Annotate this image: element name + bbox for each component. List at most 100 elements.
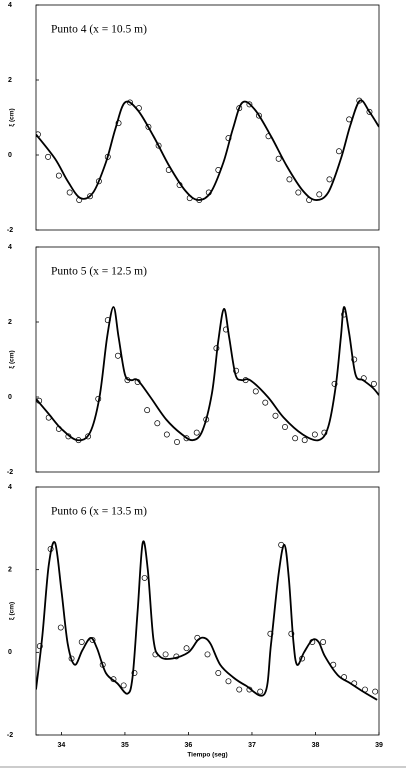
measured-point	[341, 311, 348, 318]
plot-frame	[35, 246, 380, 473]
y-tick-label: 0	[8, 152, 12, 159]
measured-point	[309, 639, 316, 645]
y-tick-label: 2	[8, 77, 12, 84]
measured-point	[299, 655, 306, 662]
plot-area	[36, 306, 379, 445]
measured-point	[288, 630, 295, 637]
y-tick-label: 4	[8, 2, 12, 9]
measured-point	[225, 135, 232, 142]
measured-point	[316, 191, 323, 198]
measured-point	[45, 414, 52, 421]
measured-point	[68, 655, 75, 662]
y-tick-label: -2	[7, 227, 13, 234]
measured-point	[176, 182, 183, 188]
panel: -2 0 2 4 Punto 5 (x = 12.5 m) ξ (cm)	[7, 244, 380, 476]
measured-point	[252, 388, 259, 395]
y-axis-label: ξ (cm)	[9, 350, 16, 368]
measured-point	[196, 197, 203, 203]
measured-point	[174, 439, 180, 445]
measured-point	[193, 429, 200, 436]
measured-point	[336, 148, 342, 155]
measured-point	[275, 155, 282, 162]
measured-point	[89, 636, 96, 643]
measured-point	[306, 197, 313, 203]
measured-point	[236, 686, 243, 693]
measured-point	[65, 433, 72, 440]
x-tick-label: 39	[375, 742, 383, 749]
x-tick-label: 37	[248, 742, 256, 749]
y-tick-label: 2	[8, 567, 12, 574]
measured-point	[110, 676, 117, 683]
measured-point	[213, 345, 220, 352]
measured-point	[372, 688, 379, 695]
measured-point	[321, 429, 328, 436]
measured-point	[183, 645, 190, 652]
measured-point	[95, 395, 102, 402]
measured-point	[45, 153, 52, 160]
measured-point	[87, 193, 93, 200]
y-tick-label: 0	[8, 394, 12, 401]
y-tick-label: 0	[8, 649, 12, 656]
measured-point	[173, 653, 180, 660]
measured-point	[246, 686, 253, 693]
measured-point	[186, 195, 193, 202]
measured-point	[204, 651, 211, 658]
measured-point	[225, 678, 232, 685]
measured-point	[311, 431, 318, 438]
measured-point	[320, 639, 327, 645]
measured-point	[165, 167, 172, 173]
y-tick-label: -2	[7, 732, 13, 739]
measured-point	[222, 326, 229, 333]
measured-point	[36, 397, 43, 404]
measured-point	[205, 189, 212, 196]
measured-point	[120, 682, 127, 689]
measured-point	[135, 105, 142, 112]
measured-point	[114, 352, 121, 359]
measured-point	[154, 420, 161, 427]
measured-point	[265, 133, 272, 140]
plot-area	[36, 540, 379, 701]
measured-point	[145, 123, 152, 130]
measured-point	[36, 643, 43, 650]
panel: -2 0 2 4 34 35 36 37 38 39 Punto 6 (x = 13.5 m) ξ (…	[7, 484, 383, 759]
x-tick-label: 34	[58, 742, 66, 749]
measured-point	[131, 670, 138, 676]
measured-point	[272, 412, 279, 419]
measured-point	[370, 380, 377, 387]
measured-point	[57, 624, 64, 631]
measured-point	[55, 172, 62, 179]
measured-point	[233, 367, 240, 374]
measured-point	[267, 630, 274, 637]
measured-point	[55, 425, 62, 432]
measured-point	[47, 546, 54, 552]
measured-point	[144, 407, 151, 414]
model-line	[36, 540, 378, 701]
measured-point	[75, 437, 82, 444]
measured-point	[351, 356, 358, 363]
measured-point	[115, 120, 122, 127]
measured-point	[257, 688, 264, 695]
plot-frame	[35, 486, 380, 736]
measured-point	[262, 399, 269, 406]
measured-point	[78, 639, 85, 645]
measured-point	[163, 431, 170, 438]
measured-point	[85, 433, 92, 440]
measured-point	[152, 651, 159, 658]
measured-point	[286, 176, 293, 183]
measured-point	[183, 435, 190, 442]
measured-point	[215, 167, 222, 173]
measured-point	[95, 178, 102, 185]
y-axis-label: ξ (cm)	[9, 602, 16, 620]
model-line	[36, 306, 379, 442]
measured-point	[360, 375, 367, 382]
measured-point	[292, 435, 299, 442]
panel: -2 0 2 4 Punto 4 (x = 10.5 m) ξ (cm)	[7, 2, 380, 234]
model-line	[36, 99, 379, 201]
measured-point	[141, 574, 148, 581]
y-tick-label: 4	[8, 244, 12, 251]
panel-title: Punto 4 (x = 10.5 m)	[51, 24, 147, 36]
panel-title: Punto 6 (x = 13.5 m)	[51, 506, 147, 518]
measured-point	[326, 176, 333, 183]
measured-point	[331, 380, 338, 387]
